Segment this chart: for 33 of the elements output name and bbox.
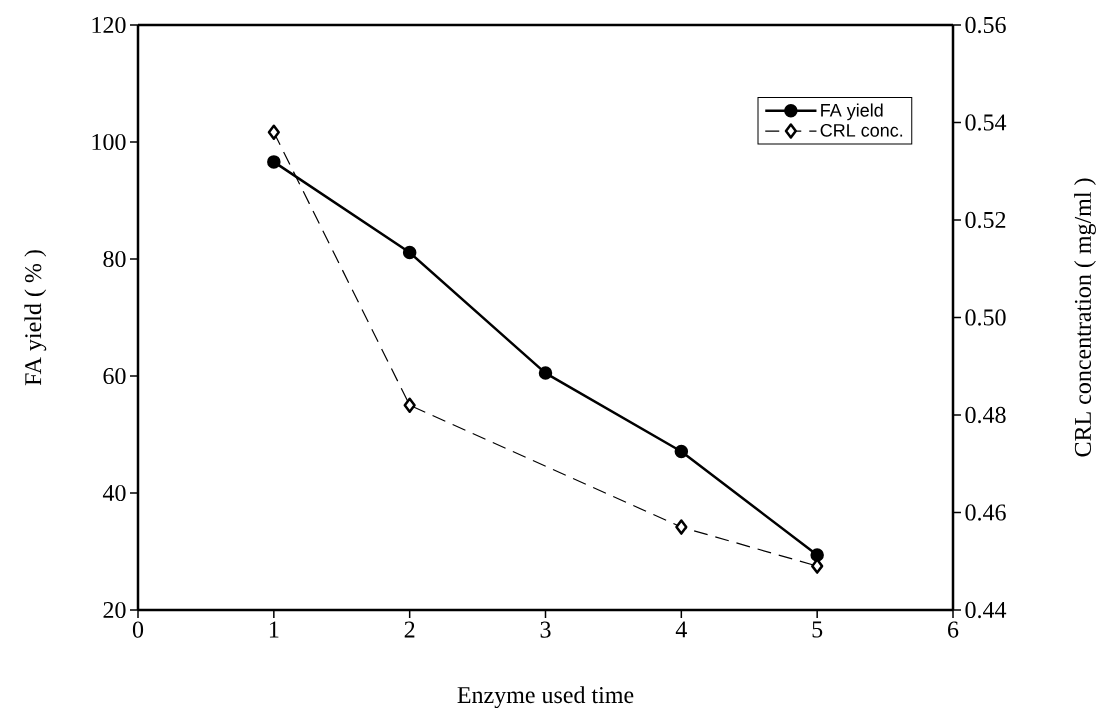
y2-tick-label: 0.56	[965, 16, 1006, 34]
y-tick-label: 40	[102, 484, 126, 502]
point	[674, 444, 689, 459]
point	[675, 519, 688, 535]
y-tick-label: 60	[103, 367, 126, 385]
y2-tick-label: 0.52	[965, 211, 1006, 229]
point	[538, 366, 553, 380]
legend-label: CRL conc.	[820, 123, 903, 137]
x-tick-label: 6	[948, 621, 959, 638]
y2-tick-label: 0.48	[965, 406, 1006, 424]
x-tick-label: 5	[812, 621, 823, 638]
y2-tick-label: 0.46	[965, 504, 1006, 521]
x-axis-title: Enzyme used time	[457, 686, 634, 709]
x-tick-label: 4	[675, 621, 687, 638]
y-tick-label: 100	[92, 133, 126, 151]
y2-tick-label: 0.44	[965, 601, 1007, 619]
y-tick-label: 120	[92, 16, 126, 34]
x-tick-label: 2	[404, 621, 415, 638]
x-tick-label: 0	[132, 621, 144, 638]
x-tick-label: 1	[269, 621, 279, 638]
y-tick-label: 80	[103, 250, 126, 268]
point	[267, 155, 281, 169]
y2-axis-title: CRL concentration ( mg/ml )	[1074, 178, 1096, 457]
y-tick-label: 20	[103, 601, 126, 619]
y-axis-title: FA yield ( % )	[24, 250, 47, 386]
legend-label: FA yield	[821, 103, 883, 121]
point	[267, 124, 280, 140]
y2-tick-label: 0.50	[965, 309, 1006, 326]
y2-tick-label: 0.54	[965, 114, 1007, 131]
point	[403, 397, 416, 413]
x-tick-label: 3	[540, 621, 551, 638]
point	[810, 548, 824, 562]
point	[402, 245, 417, 260]
